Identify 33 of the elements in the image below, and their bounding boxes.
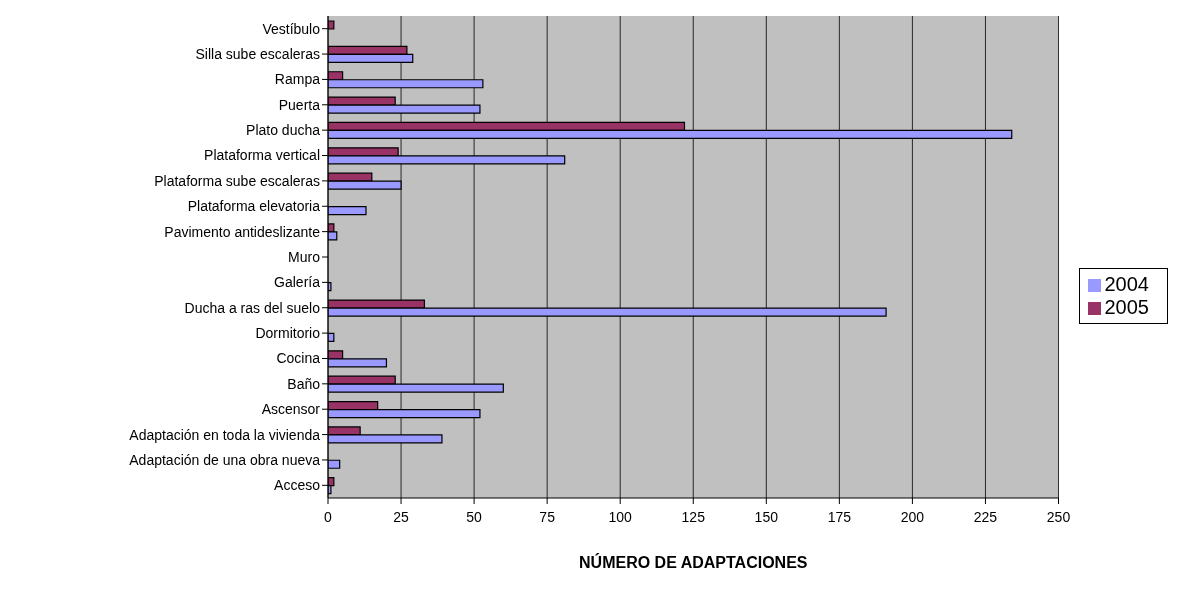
- x-tick-label: 125: [681, 508, 706, 525]
- y-tick-label: Adaptación de una obra nueva: [129, 451, 321, 468]
- x-tick-label: 50: [466, 508, 483, 525]
- y-tick-label: Ascensor: [261, 401, 321, 418]
- x-tick-label: 200: [900, 508, 925, 525]
- x-tick-label: 175: [827, 508, 852, 525]
- y-tick-label: Rampa: [274, 71, 321, 88]
- y-tick-label: Cocina: [276, 350, 321, 367]
- x-tick-label: 100: [608, 508, 633, 525]
- x-tick-label: 25: [393, 508, 410, 525]
- x-tick-label: 0: [324, 508, 333, 525]
- legend-label: 2005: [1104, 295, 1149, 318]
- y-tick-label: Pavimento antideslizante: [164, 223, 321, 240]
- y-tick-label: Ducha a ras del suelo: [184, 299, 321, 316]
- x-axis-title: NÚMERO DE ADAPTACIONES: [579, 553, 808, 571]
- x-tick-label: 75: [539, 508, 556, 525]
- y-tick-label: Puerta: [278, 96, 321, 113]
- y-tick-label: Dormitorio: [255, 325, 321, 342]
- y-tick-label: Plataforma vertical: [204, 147, 320, 164]
- y-tick-label: Acceso: [274, 477, 321, 494]
- y-tick-label: Plataforma sube escaleras: [154, 172, 320, 189]
- y-tick-label: Silla sube escaleras: [195, 46, 320, 63]
- x-tick-label: 250: [1046, 508, 1071, 525]
- y-tick-label: Baño: [287, 375, 321, 392]
- y-tick-label: Plato ducha: [246, 122, 321, 139]
- y-tick-label: Plataforma elevatoria: [187, 198, 321, 215]
- y-tick-label: Adaptación en toda la vivienda: [129, 426, 321, 443]
- x-tick-label: 225: [973, 508, 998, 525]
- legend-label: 2004: [1104, 272, 1149, 295]
- y-tick-label: Galería: [274, 274, 321, 291]
- y-tick-label: Vestíbulo: [262, 20, 321, 37]
- x-tick-label: 150: [754, 508, 779, 525]
- y-tick-label: Muro: [288, 248, 321, 265]
